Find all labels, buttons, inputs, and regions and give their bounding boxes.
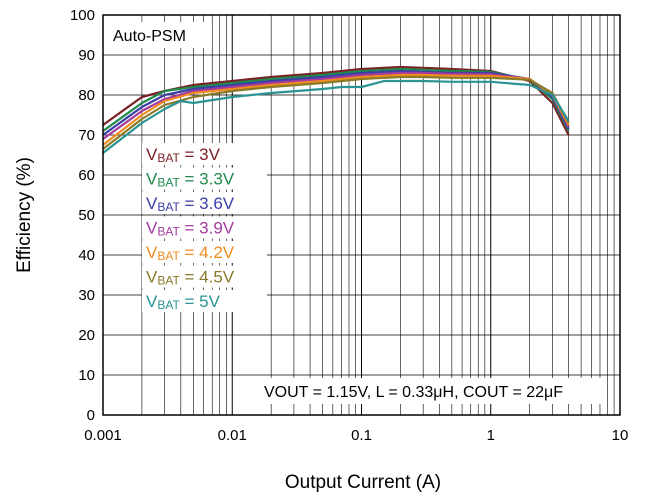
conditions-label: VOUT = 1.15V, L = 0.33μH, COUT = 22μF [264, 384, 563, 401]
legend-entry-bg [142, 143, 267, 165]
y-tick-label: 20 [78, 327, 95, 344]
legend-entry: VBAT = 4.5V [146, 268, 235, 288]
y-tick-label: 10 [78, 367, 95, 384]
x-tick-label: 0.001 [84, 427, 122, 444]
y-tick-label: 90 [78, 47, 95, 64]
legend-entry-bg [142, 192, 267, 214]
legend-entry: VBAT = 3.9V [146, 219, 235, 239]
legend-entry: VBAT = 5V [146, 292, 221, 312]
plot-frame [102, 14, 621, 416]
x-axis-title: Output Current (A) [285, 472, 441, 493]
series-line [102, 75, 570, 150]
y-tick-label: 80 [78, 87, 95, 104]
y-tick-label: 60 [78, 167, 95, 184]
legend-entry: VBAT = 3V [146, 145, 221, 165]
conditions-label-box [260, 378, 606, 404]
mode-label: Auto-PSM [113, 28, 186, 45]
x-tick-label: 1 [487, 427, 495, 444]
legend-entry: VBAT = 4.2V [146, 243, 235, 263]
x-tick-label: 0.01 [218, 427, 247, 444]
y-axis-title: Efficiency (%) [14, 157, 35, 273]
series-lines [102, 65, 570, 154]
x-tick-label: 10 [612, 427, 629, 444]
mode-label-box [106, 22, 212, 48]
series-line [102, 73, 570, 146]
series-line [102, 79, 570, 154]
x-tick-label: 0.1 [351, 427, 372, 444]
y-tick-label: 30 [78, 287, 95, 304]
y-tick-label: 70 [78, 127, 95, 144]
legend-entry-bg [142, 241, 267, 263]
y-tick-label: 40 [78, 247, 95, 264]
legend-entry-bg [142, 290, 267, 312]
y-tick-label: 50 [78, 207, 95, 224]
legend-entry: VBAT = 3.6V [146, 194, 235, 214]
legend-entry: VBAT = 3.3V [146, 170, 235, 190]
legend: VBAT = 3V VBAT = 3.3V VBAT = 3.6V VBAT = 3.… [142, 143, 267, 312]
conditions-annotation: VOUT = 1.15V, L = 0.33μH, COUT = 22μF [260, 378, 606, 404]
legend-entry-bg [142, 167, 267, 190]
mode-annotation: Auto-PSM [106, 22, 212, 48]
y-tick-label: 100 [70, 7, 95, 24]
legend-entry-bg [142, 265, 267, 288]
legend-entry-bg [142, 216, 267, 239]
y-tick-label: 0 [87, 407, 95, 424]
